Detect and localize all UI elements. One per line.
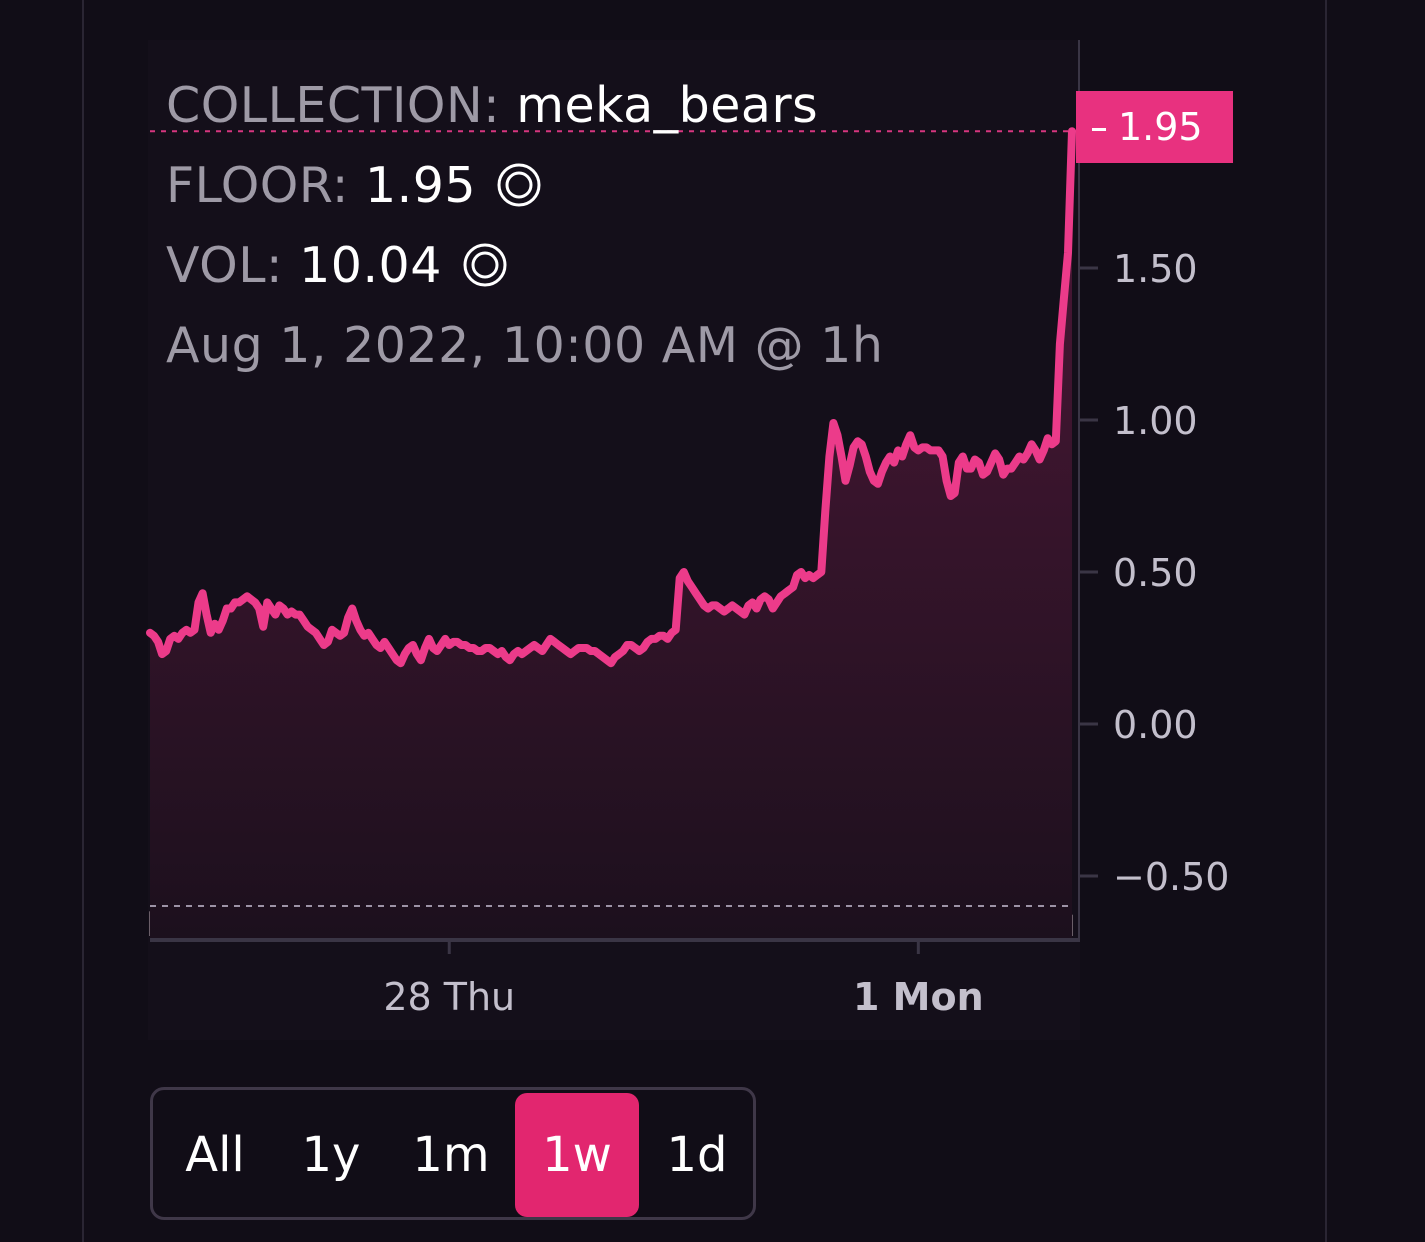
x-axis-ticks: 28 Thu 1 Mon bbox=[383, 940, 984, 1019]
vol-value: 10.04 bbox=[299, 237, 442, 294]
range-button-all[interactable]: All bbox=[185, 1127, 245, 1183]
y-axis-ticks: 1.50 1.00 0.50 0.00 −0.50 bbox=[1080, 247, 1229, 899]
timestamp: Aug 1, 2022, 10:00 AM @ 1h bbox=[166, 317, 884, 374]
x-tick-label: 1 Mon bbox=[853, 975, 984, 1019]
range-button-1w[interactable]: 1w bbox=[515, 1093, 639, 1217]
frame-left-border bbox=[82, 0, 84, 1242]
chart-legend: COLLECTION: meka_bears FLOOR: 1.95 VOL: … bbox=[166, 66, 883, 386]
floor-value: 1.95 bbox=[365, 157, 477, 214]
range-button-1m[interactable]: 1m bbox=[412, 1127, 490, 1183]
y-tick-label: 1.50 bbox=[1113, 247, 1198, 291]
price-tag-value: 1.95 bbox=[1118, 105, 1203, 149]
range-button-1y[interactable]: 1y bbox=[301, 1127, 361, 1183]
y-tick-label: 1.00 bbox=[1113, 399, 1198, 443]
collection-key: COLLECTION: bbox=[166, 77, 501, 134]
time-range-selector: All 1y 1m 1w 1d bbox=[150, 1087, 756, 1220]
vol-key: VOL: bbox=[166, 237, 284, 294]
price-chart[interactable]: 1.50 1.00 0.50 0.00 −0.50 28 Thu 1 Mon bbox=[0, 0, 1425, 1060]
solana-ring-icon bbox=[497, 163, 541, 207]
collection-value: meka_bears bbox=[516, 77, 819, 134]
y-tick-label: 0.00 bbox=[1113, 703, 1198, 747]
legend-vol-row: VOL: 10.04 bbox=[166, 226, 883, 306]
price-line bbox=[146, 127, 1076, 668]
floor-key: FLOOR: bbox=[166, 157, 349, 214]
solana-ring-icon bbox=[463, 243, 507, 287]
x-tick-label: 28 Thu bbox=[383, 975, 515, 1019]
y-tick-label: 0.50 bbox=[1113, 551, 1198, 595]
frame-right-border bbox=[1325, 0, 1327, 1242]
legend-floor-row: FLOOR: 1.95 bbox=[166, 146, 883, 226]
y-tick-label: −0.50 bbox=[1113, 855, 1229, 899]
price-tag-dash bbox=[1092, 128, 1106, 131]
legend-timestamp-row: Aug 1, 2022, 10:00 AM @ 1h bbox=[166, 306, 883, 386]
current-price-tag: 1.95 bbox=[1076, 91, 1233, 163]
range-button-1d[interactable]: 1d bbox=[666, 1127, 728, 1183]
legend-collection-row: COLLECTION: meka_bears bbox=[166, 66, 883, 146]
price-area-fill bbox=[150, 131, 1072, 938]
